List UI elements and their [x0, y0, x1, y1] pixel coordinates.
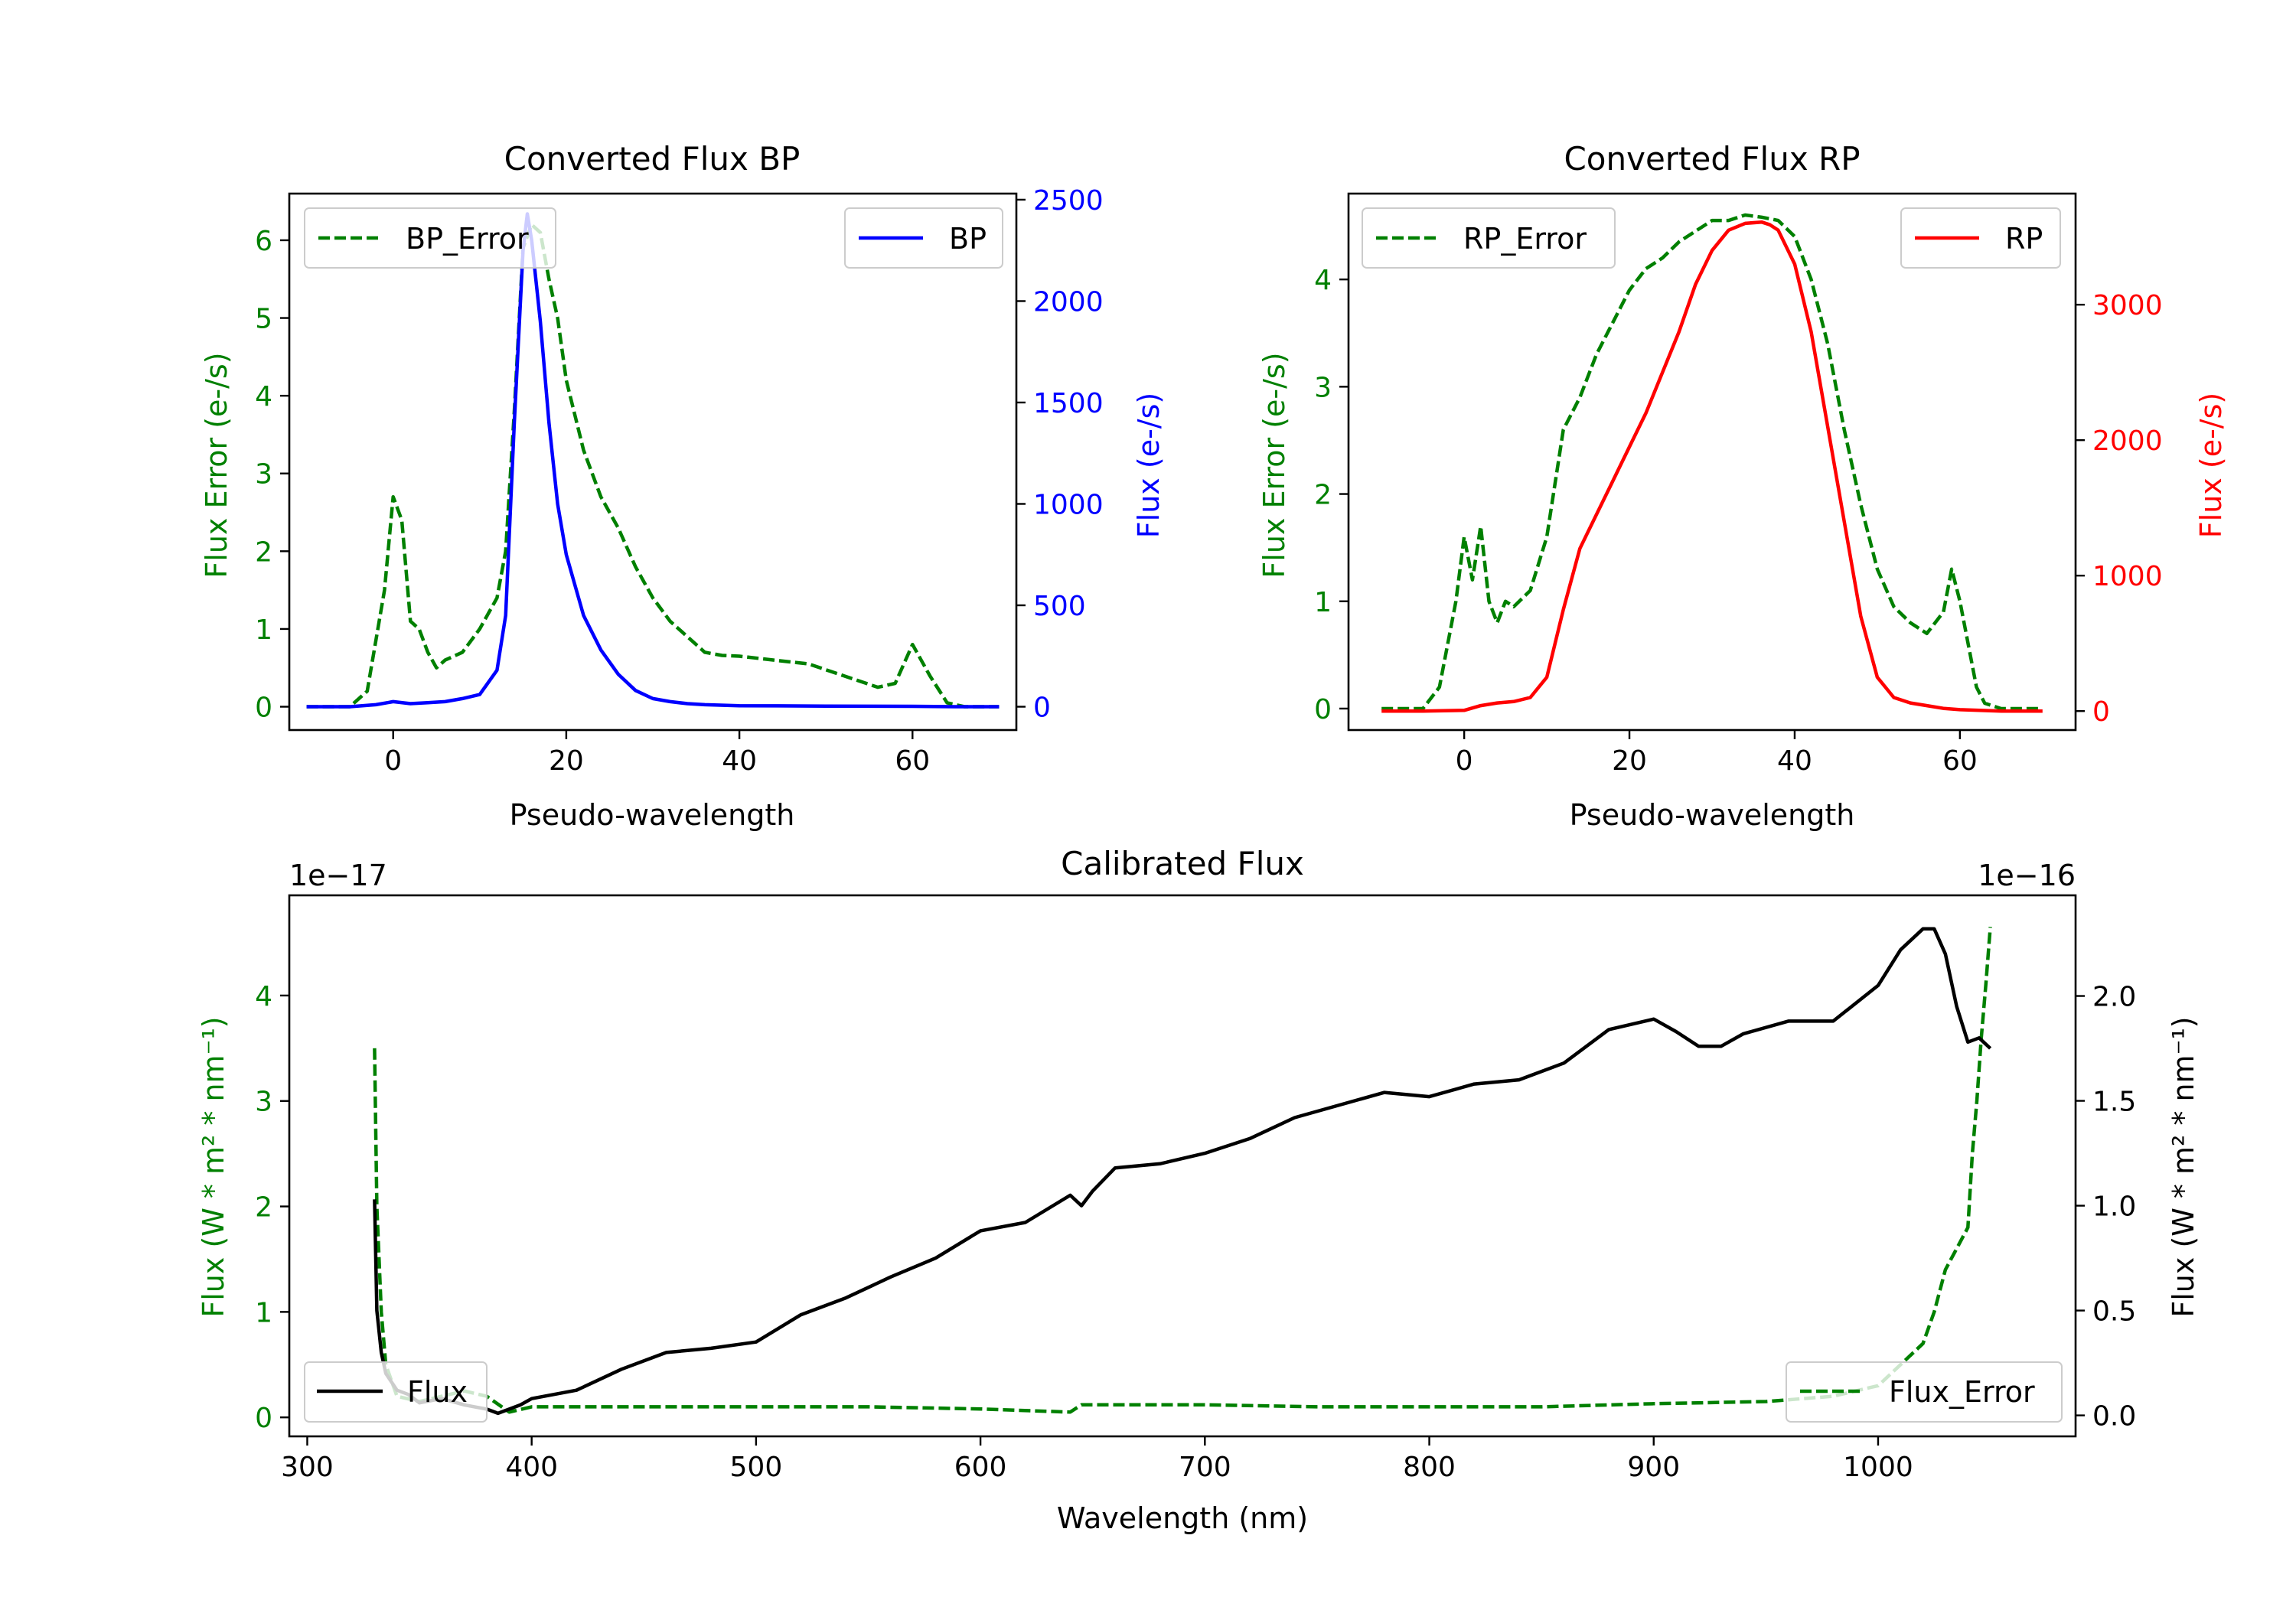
cal-y-tick-right-label: 2.0 [2092, 982, 2136, 1013]
bp-panel: Converted Flux BP 0 20 40 60 0 1 2 3 4 5 6 0 500 10… [200, 140, 1166, 832]
cal-y-tick-right-label: 0.5 [2092, 1296, 2136, 1328]
cal-offset-right: 1e−16 [1978, 859, 2076, 892]
rp-y-tick-left-label: 4 [1314, 265, 1332, 296]
cal-series-flux-error [373, 927, 1992, 1414]
cal-x-tick-label: 800 [1403, 1452, 1456, 1483]
rp-title: Converted Flux RP [1564, 140, 1860, 178]
bp-legend-error-label: BP_Error [406, 222, 529, 256]
bp-y-label-left: Flux Error (e-/s) [200, 352, 233, 578]
bp-title: Converted Flux BP [504, 140, 801, 178]
cal-legend-flux-label: Flux [407, 1375, 468, 1409]
bp-legend-flux-label: BP [949, 222, 987, 256]
bp-y-ticks-right: 0 500 1000 1500 2000 2500 [1016, 185, 1104, 724]
bp-x-label: Pseudo-wavelength [510, 798, 795, 832]
cal-x-tick-label: 500 [730, 1452, 783, 1483]
bp-y-tick-right-label: 1000 [1033, 489, 1104, 520]
bp-x-tick-label: 40 [722, 745, 757, 777]
bp-y-tick-right-label: 2500 [1033, 185, 1104, 217]
bp-y-tick-right-label: 500 [1033, 591, 1086, 622]
cal-x-tick-label: 900 [1627, 1452, 1680, 1483]
cal-axes-frame [288, 894, 2077, 1438]
rp-y-tick-right-label: 2000 [2092, 425, 2163, 457]
bp-y-tick-left-label: 1 [255, 614, 272, 646]
cal-y-tick-left-label: 4 [255, 981, 272, 1012]
bp-y-tick-left-label: 3 [255, 459, 272, 491]
rp-panel: Converted Flux RP 0 20 40 60 0 1 2 3 4 0 1000 200… [1257, 140, 2228, 832]
rp-x-tick-label: 0 [1456, 745, 1473, 777]
bp-x-tick-label: 0 [384, 745, 402, 777]
rp-y-ticks-right: 0 1000 2000 3000 [2076, 290, 2163, 728]
cal-y-tick-left-label: 0 [255, 1403, 272, 1434]
rp-x-label: Pseudo-wavelength [1570, 798, 1855, 832]
bp-legend-flux: BP [844, 207, 1003, 269]
rp-legend-flux-label: RP [2005, 222, 2043, 256]
cal-y-tick-left-label: 2 [255, 1192, 272, 1224]
rp-legend-flux: RP [1900, 207, 2061, 269]
cal-y-tick-right-label: 0.0 [2092, 1401, 2136, 1433]
bp-x-tick-label: 20 [549, 745, 584, 777]
bp-x-ticks: 0 20 40 60 [384, 730, 930, 777]
rp-axes-frame [1347, 192, 2077, 732]
cal-series-flux [373, 927, 1992, 1416]
rp-y-ticks-left: 0 1 2 3 4 [1314, 265, 1349, 725]
cal-y-tick-right-label: 1.0 [2092, 1191, 2136, 1223]
bp-y-tick-left-label: 2 [255, 536, 272, 568]
cal-legend-error: Flux_Error [1786, 1361, 2063, 1423]
rp-x-tick-label: 20 [1612, 745, 1647, 777]
cal-panel: Calibrated Flux 1e−17 1e−16 300 400 500 600… [197, 845, 2200, 1535]
cal-legend-flux: Flux [304, 1361, 488, 1423]
bp-y-tick-left-label: 0 [255, 693, 272, 724]
bp-axes-frame [288, 192, 1018, 732]
bp-legend-error: BP_Error [304, 207, 556, 269]
cal-plot-area [373, 927, 1992, 1416]
rp-legend-error: RP_Error [1362, 207, 1616, 269]
rp-series-rp-error [1381, 213, 2043, 711]
cal-y-tick-left-label: 1 [255, 1297, 272, 1328]
cal-y-tick-right-label: 1.5 [2092, 1087, 2136, 1118]
bp-series-bp [306, 212, 1000, 709]
cal-y-ticks-left: 0 1 2 3 4 [255, 981, 289, 1434]
cal-x-tick-label: 1000 [1843, 1452, 1913, 1483]
bp-x-tick-label: 60 [895, 745, 930, 777]
bp-y-label-right: Flux (e-/s) [1132, 393, 1166, 538]
bp-y-tick-right-label: 2000 [1033, 286, 1104, 318]
rp-y-tick-left-label: 2 [1314, 480, 1332, 511]
cal-x-tick-label: 600 [954, 1452, 1007, 1483]
cal-y-ticks-right: 0.0 0.5 1.0 1.5 2.0 [2076, 982, 2136, 1433]
rp-y-tick-left-label: 0 [1314, 694, 1332, 725]
bp-series-bp-error [306, 223, 1000, 709]
bp-y-ticks-left: 0 1 2 3 4 5 6 [255, 226, 289, 724]
cal-y-tick-left-label: 3 [255, 1087, 272, 1118]
rp-y-tick-right-label: 3000 [2092, 290, 2163, 321]
bp-y-tick-right-label: 0 [1033, 693, 1051, 724]
rp-legend-error-label: RP_Error [1463, 222, 1587, 256]
bp-y-tick-left-label: 4 [255, 381, 272, 412]
cal-x-tick-label: 700 [1179, 1452, 1231, 1483]
cal-x-tick-label: 300 [281, 1452, 334, 1483]
rp-x-tick-label: 60 [1942, 745, 1978, 777]
bp-y-tick-left-label: 5 [255, 304, 272, 335]
cal-title: Calibrated Flux [1061, 845, 1304, 882]
rp-y-label-right: Flux (e-/s) [2194, 393, 2228, 538]
cal-x-tick-label: 400 [505, 1452, 558, 1483]
rp-y-tick-left-label: 1 [1314, 587, 1332, 618]
bp-plot-area [306, 212, 1000, 709]
rp-plot-area [1381, 213, 2043, 713]
rp-y-tick-right-label: 1000 [2092, 561, 2163, 592]
rp-x-ticks: 0 20 40 60 [1456, 730, 1978, 777]
rp-y-tick-right-label: 0 [2092, 696, 2110, 728]
rp-y-tick-left-label: 3 [1314, 372, 1332, 403]
bp-y-tick-left-label: 6 [255, 226, 272, 257]
rp-y-label-left: Flux Error (e-/s) [1257, 352, 1291, 578]
cal-y-label-left: Flux (W * m² * nm⁻¹) [197, 1016, 230, 1317]
cal-x-label: Wavelength (nm) [1057, 1501, 1308, 1535]
cal-legend-error-label: Flux_Error [1889, 1375, 2035, 1409]
rp-series-rp [1381, 220, 2043, 713]
cal-offset-left: 1e−17 [289, 859, 387, 892]
bp-y-tick-right-label: 1500 [1033, 388, 1104, 419]
cal-y-label-right: Flux (W * m² * nm⁻¹) [2167, 1016, 2200, 1317]
cal-x-ticks: 300 400 500 600 700 800 900 1000 [281, 1436, 1913, 1483]
rp-x-tick-label: 40 [1777, 745, 1812, 777]
